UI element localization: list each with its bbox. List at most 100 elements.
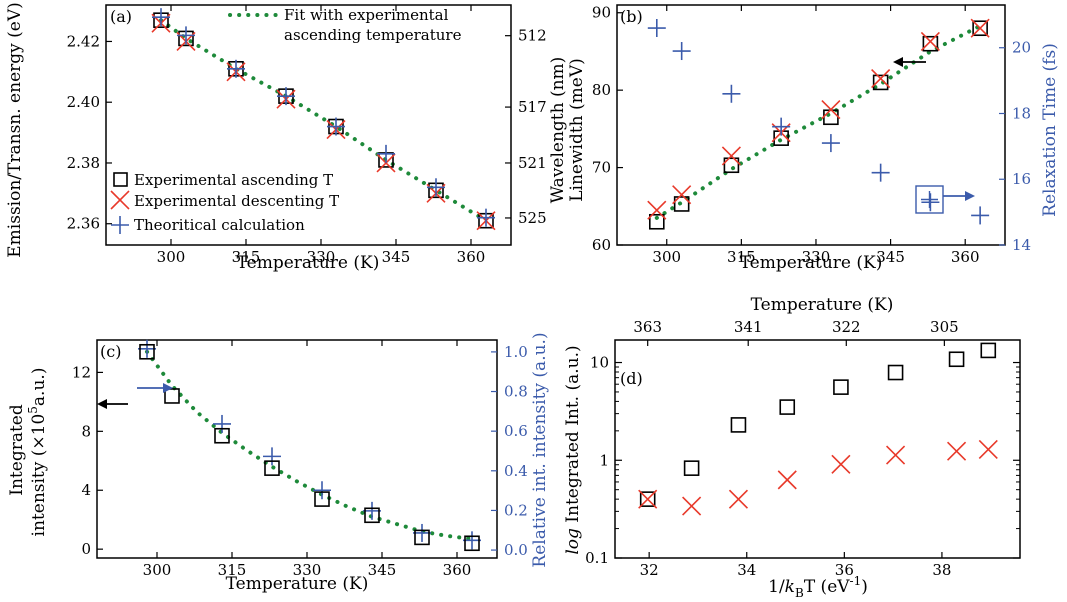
x-axis-label-d-prefix: 1/ [768,577,785,597]
b-series-1-point-2-stroke-b [721,146,741,166]
d-series-0-point-7 [980,342,997,359]
b-series-1-point-7 [970,18,990,38]
b-x-tick-label-3: 345 [876,248,905,266]
left-axis-arrow-b [893,57,926,67]
b-y2-tick-label-2: 18 [1012,104,1031,122]
c-x-tick-label-1: 315 [218,561,247,579]
b-y2-tick-label-3: 20 [1012,39,1031,57]
b-series-3-point-6 [921,193,940,212]
y-ticks-d: 0.1 1 10 [585,354,1020,567]
d-series-0-point-2 [730,417,747,433]
b-series-2-line [654,23,983,220]
marks-c [138,339,481,552]
d-series-0-point-4 [833,379,849,395]
top-x-axis-label-d: Temperature (K) [751,295,894,315]
c-series-1-point-3 [313,481,331,500]
c-y-tick-label-1: 4 [81,481,91,499]
b-series-1-point-0-stroke-b [647,200,667,220]
c-series-0-point-0 [139,343,155,360]
b-series-3-point-3 [772,117,791,136]
x-axis-label-d-end: ) [861,577,868,597]
d-top-tick-label-0: 363 [633,318,662,336]
panel-label-b: (b) [620,7,643,26]
b-series-0-point-7 [972,20,988,37]
a-series-2-point-5 [377,144,395,163]
x-ticks-b: 300 315 330 345 360 [652,5,980,266]
y2-axis-label-b: Relaxation Time (fs) [1040,43,1060,217]
b-y-tick-label-1: 70 [592,159,611,177]
legend-fit-label-2: ascending temperature [284,26,462,44]
panel-a: (a) 300 315 330 345 360 2.36 2.38 2.40 2.42 512… [5,2,568,273]
c-series-0-point-3 [264,460,280,476]
a-series-1-point-5-stroke-b [376,153,396,173]
a-y2-tick-label-1: 517 [518,98,547,116]
panel-label-d: (d) [620,369,643,388]
legend-fit-label-1: Fit with experimental [284,6,449,24]
d-y-tick-label-0: 0.1 [585,549,609,567]
d-series-1-point-5 [886,445,906,465]
x-axis-label-a: Temperature (K) [237,253,380,273]
d-x-tick-label-2: 36 [835,561,854,579]
top-x-ticks-d: 363 341 322 305 [633,318,959,346]
y-ticks-a: 2.36 2.38 2.40 2.42 [67,32,112,233]
marks-d [638,342,998,516]
x-axis-label-d-k: k [785,577,795,597]
right-axis-box-b [915,185,944,214]
d-series-1-point-6 [947,441,967,461]
a-x-tick-label-3: 345 [382,248,411,266]
a-y2-tick-label-2: 521 [518,154,547,172]
b-y2-tick-label-0: 14 [1012,236,1031,254]
y-axis-label-b: Linewidth (meV) [567,58,587,202]
panel-label-a: (a) [110,7,132,26]
a-series-2-point-3 [277,87,295,106]
a-series-1-point-5 [376,153,396,173]
d-series-0-point-6 [948,351,965,368]
d-y-tick-label-2: 10 [590,354,609,372]
y-axis-label-a: Emission/Transn. energy (eV) [5,2,25,257]
d-series-1-point-6-stroke-b [947,441,967,461]
c-series-0-point-5 [364,507,380,524]
legend-square-swatch [113,172,128,187]
c-y-tick-label-3: 12 [72,363,91,381]
y2-ticks-a: 512 517 521 525 [505,27,547,227]
y-axis-label-c-text: intensity (×10 [29,414,49,537]
b-series-0-point-6 [922,35,939,52]
d-series-1-point-4 [831,454,851,474]
d-series-1-point-0-stroke-b [638,489,658,509]
c-y2-tick-label-1: 0.2 [504,501,528,519]
c-y-tick-label-0: 0 [81,540,91,558]
d-x-tick-label-1: 34 [737,561,756,579]
y2-axis-label-c: Relative int. intensity (a.u.) [530,332,550,567]
c-series-0-point-2 [214,427,230,444]
c-x-tick-label-0: 300 [143,561,172,579]
b-series-1-point-2 [721,146,741,166]
legend-theory-label: Theoritical calculation [134,216,305,234]
legend-plus-swatch [111,216,129,234]
d-series-1-point-4-stroke-b [831,454,851,474]
c-series-1-point-2 [263,447,281,466]
marks-b [647,18,990,230]
d-series-1-point-1-stroke-b [682,496,702,516]
d-x-tick-label-0: 32 [640,561,659,579]
panel-label-c: (c) [100,342,121,361]
d-series-0-point-5 [887,364,904,381]
d-series-1-point-2 [728,489,749,509]
plot-frame-a [105,4,512,246]
b-series-0-point-1 [673,196,690,212]
x-axis-label-c: Temperature (K) [226,574,369,594]
legend-fit-a: Fit with experimental ascending temperat… [228,6,462,44]
d-top-tick-label-2: 322 [832,318,861,336]
d-series-1-point-0 [638,489,658,509]
a-series-2-point-0 [152,8,170,27]
x-ticks-c: 300 315 330 345 360 [143,340,472,579]
c-series-1-point-6 [463,531,481,550]
b-y-tick-label-2: 80 [592,81,611,99]
c-x-tick-label-4: 360 [443,561,472,579]
b-series-3-point-1 [672,42,691,61]
svg-text:intensity (×105a.u.): intensity (×105a.u.) [26,368,49,537]
y-axis-label-d-rest: Integrated Int. (a.u.) [563,345,583,528]
b-series-3-point-2 [722,84,741,103]
b-series-1-point-4 [821,99,841,120]
d-series-0-point-3 [779,399,796,415]
